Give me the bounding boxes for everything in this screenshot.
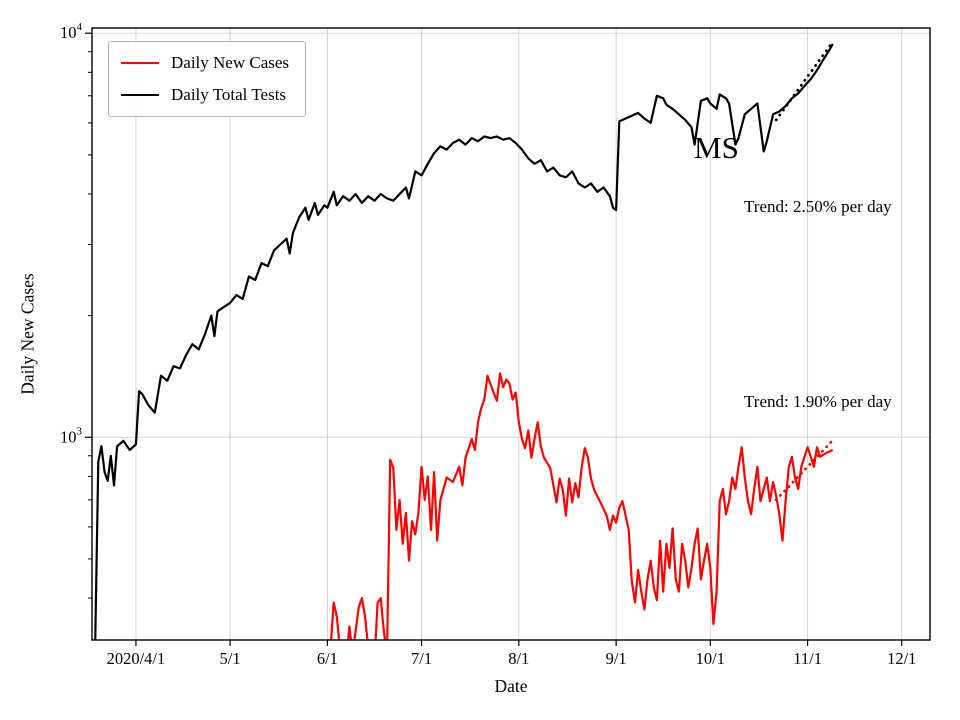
x-tick-label: 6/1 xyxy=(317,649,338,668)
cases-trend-annotation: Trend: 1.90% per day xyxy=(744,392,892,411)
x-tick-label: 5/1 xyxy=(220,649,241,668)
x-tick-label: 2020/4/1 xyxy=(107,649,166,668)
x-tick-label: 7/1 xyxy=(411,649,432,668)
tests-trend-annotation: Trend: 2.50% per day xyxy=(744,197,892,216)
x-tick-label: 11/1 xyxy=(793,649,822,668)
legend-line-sample-cases xyxy=(121,62,159,64)
series-line xyxy=(774,438,835,502)
legend-item-daily-total-tests: Daily Total Tests xyxy=(121,85,289,105)
y-tick-label: 103 xyxy=(60,425,83,446)
x-tick-label: 10/1 xyxy=(696,649,725,668)
x-axis-label: Date xyxy=(494,676,528,696)
series-line xyxy=(774,40,835,122)
series-line xyxy=(329,372,834,640)
legend-line-sample-tests xyxy=(121,94,159,96)
legend-label-daily-total-tests: Daily Total Tests xyxy=(171,85,287,104)
x-tick-label: 9/1 xyxy=(606,649,627,668)
series-line xyxy=(94,43,834,640)
legend-item-daily-new-cases: Daily New Cases xyxy=(121,53,289,73)
legend-label-daily-new-cases: Daily New Cases xyxy=(171,53,290,72)
y-axis-label: Daily New Cases xyxy=(17,273,38,395)
legend: Daily New Cases Daily Total Tests xyxy=(108,41,307,117)
state-label: MS xyxy=(694,130,739,165)
y-tick-label: 104 xyxy=(60,21,83,42)
x-tick-label: 8/1 xyxy=(508,649,529,668)
x-tick-label: 12/1 xyxy=(887,649,916,668)
